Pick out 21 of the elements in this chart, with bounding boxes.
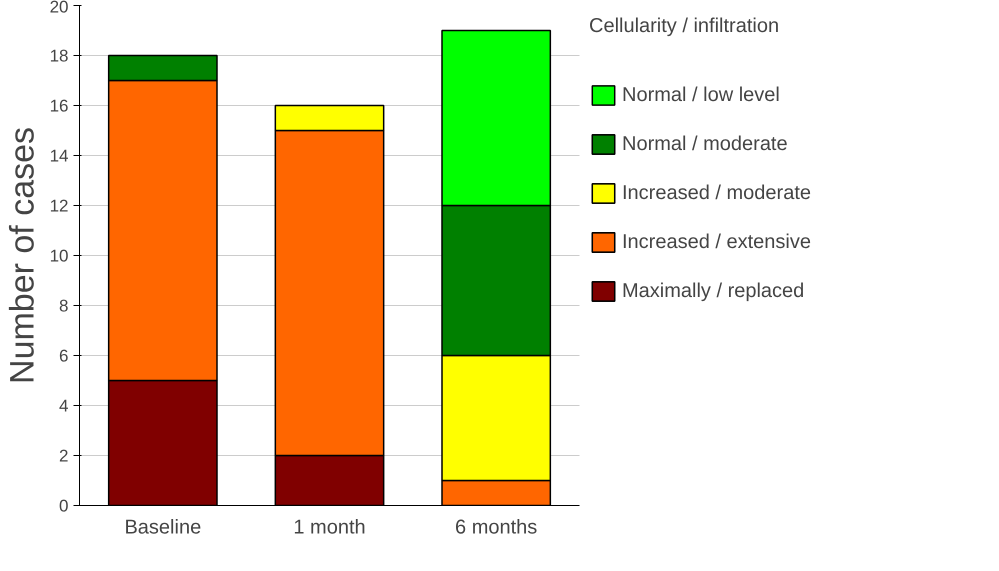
legend-label: Normal / low level: [622, 84, 780, 106]
y-tick-label: 12: [50, 196, 69, 216]
y-tick-label: 2: [59, 446, 69, 466]
legend-label: Normal / moderate: [622, 132, 788, 156]
y-tick-label: 10: [50, 246, 69, 266]
y-tick-label: 18: [50, 46, 69, 66]
y-tick-label: 8: [59, 296, 69, 316]
y-tick-label: 20: [50, 0, 69, 16]
x-tick-label: Baseline: [124, 516, 202, 538]
legend-label: Maximally / replaced: [622, 280, 804, 302]
legend-label: Increased / moderate: [622, 182, 811, 204]
y-tick-label: 16: [50, 96, 69, 116]
y-tick-label: 14: [50, 146, 69, 166]
y-tick-label: 4: [59, 396, 69, 416]
legend-title: Cellularity / infiltration: [589, 15, 780, 38]
y-tick-label: 6: [59, 346, 69, 366]
x-tick-label: 6 months: [455, 516, 538, 538]
x-tick-label: 1 month: [293, 516, 366, 538]
y-tick-label: 0: [59, 496, 69, 516]
legend-label: Increased / extensive: [622, 230, 811, 254]
y-axis-title: Number of cases: [4, 126, 42, 384]
